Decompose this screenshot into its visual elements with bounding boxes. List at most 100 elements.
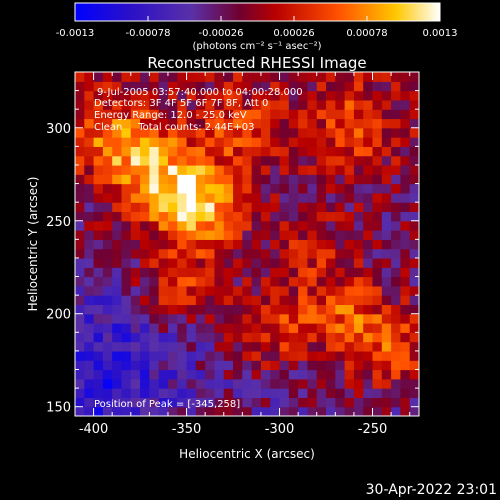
heatmap-cell — [344, 397, 355, 408]
heatmap-cell — [84, 72, 95, 82]
heatmap-cell — [167, 369, 178, 380]
heatmap-cell — [372, 90, 383, 101]
heatmap-cell — [214, 146, 225, 157]
heatmap-cell — [270, 397, 281, 408]
heatmap-cell — [326, 360, 336, 371]
heatmap-cell — [130, 406, 141, 416]
heatmap-cell — [279, 350, 290, 361]
heatmap-cell — [242, 388, 253, 399]
heatmap-cell — [288, 230, 299, 240]
heatmap-cell — [326, 192, 336, 203]
heatmap-cell — [205, 146, 216, 157]
heatmap-cell — [307, 378, 318, 389]
heatmap-cell — [251, 295, 262, 306]
heatmap-cell — [233, 276, 243, 287]
heatmap-cell — [112, 127, 123, 138]
heatmap-cell — [326, 81, 336, 92]
heatmap-cell — [251, 90, 262, 101]
heatmap-cell — [353, 220, 364, 231]
heatmap-cell — [102, 164, 113, 175]
x-axis-label: Heliocentric X (arcsec) — [179, 447, 315, 461]
heatmap-cell — [75, 118, 85, 129]
heatmap-cell — [177, 164, 188, 175]
heatmap-cell — [177, 378, 188, 389]
heatmap-cell — [195, 183, 206, 194]
heatmap-cell — [84, 406, 95, 416]
heatmap-cell — [363, 304, 374, 315]
heatmap-cell — [242, 155, 253, 166]
heatmap-cell — [177, 99, 188, 110]
heatmap-cell — [344, 257, 355, 268]
heatmap-cell — [344, 406, 355, 416]
heatmap-cell — [167, 267, 178, 278]
heatmap-cell — [288, 397, 299, 408]
heatmap-cell — [149, 304, 160, 315]
heatmap-cell — [260, 81, 271, 92]
heatmap-cell — [307, 109, 318, 120]
heatmap-cell — [167, 99, 178, 110]
heatmap-cell — [353, 285, 364, 296]
heatmap-cell — [353, 90, 364, 101]
heatmap-cell — [409, 183, 419, 194]
heatmap-cell — [279, 146, 290, 157]
heatmap-cell — [84, 155, 95, 166]
heatmap-cell — [233, 369, 243, 380]
heatmap-cell — [195, 230, 206, 240]
heatmap-cell — [363, 202, 374, 213]
heatmap-cell — [409, 360, 419, 371]
heatmap-cell — [93, 174, 104, 185]
heatmap-cell — [195, 378, 206, 389]
heatmap-cell — [130, 99, 141, 110]
heatmap-cell — [353, 183, 364, 194]
heatmap-cell — [233, 164, 243, 175]
heatmap-cell — [84, 369, 95, 380]
heatmap-cell — [233, 118, 243, 129]
heatmap-cell — [288, 72, 299, 82]
heatmap-cell — [335, 397, 346, 408]
heatmap-cell — [279, 109, 290, 120]
heatmap-cell — [75, 360, 85, 371]
heatmap-cell — [233, 332, 243, 343]
heatmap-cell — [75, 183, 85, 194]
heatmap-cell — [316, 295, 327, 306]
heatmap-cell — [288, 257, 299, 268]
heatmap-cell — [167, 127, 178, 138]
heatmap-cell — [326, 295, 336, 306]
heatmap-cell — [409, 323, 419, 333]
heatmap-cell — [93, 388, 104, 399]
heatmap-cell — [242, 378, 253, 389]
heatmap-cell — [223, 155, 234, 166]
heatmap-cell — [381, 341, 392, 352]
heatmap-cell — [335, 248, 346, 259]
heatmap-cell — [167, 202, 178, 213]
heatmap-cell — [186, 230, 197, 240]
colorbar-tick-label: 0.0013 — [423, 28, 458, 39]
heatmap-cell — [140, 313, 150, 324]
heatmap-cell — [130, 285, 141, 296]
heatmap-cell — [112, 109, 123, 120]
heatmap-cell — [260, 304, 271, 315]
heatmap-cell — [177, 202, 188, 213]
heatmap-cell — [195, 211, 206, 222]
heatmap-cell — [307, 406, 318, 416]
heatmap-cell — [270, 183, 281, 194]
heatmap-cell — [316, 155, 327, 166]
heatmap-cell — [214, 295, 225, 306]
heatmap-cell — [195, 118, 206, 129]
heatmap-cell — [112, 202, 123, 213]
heatmap-cell — [344, 295, 355, 306]
heatmap-cell — [353, 99, 364, 110]
heatmap-cell — [112, 230, 123, 240]
heatmap-cell — [195, 323, 206, 333]
heatmap-cell — [270, 99, 281, 110]
heatmap-cell — [288, 202, 299, 213]
heatmap-cell — [251, 406, 262, 416]
annotation-detectors: Detectors: 3F 4F 5F 6F 7F 8F, Att 0 — [94, 98, 268, 109]
heatmap-cell — [251, 276, 262, 287]
heatmap-cell — [177, 397, 188, 408]
heatmap-cell — [130, 174, 141, 185]
heatmap-cell — [242, 285, 253, 296]
heatmap-cell — [75, 211, 85, 222]
heatmap-cell — [102, 109, 113, 120]
heatmap-cell — [400, 90, 411, 101]
